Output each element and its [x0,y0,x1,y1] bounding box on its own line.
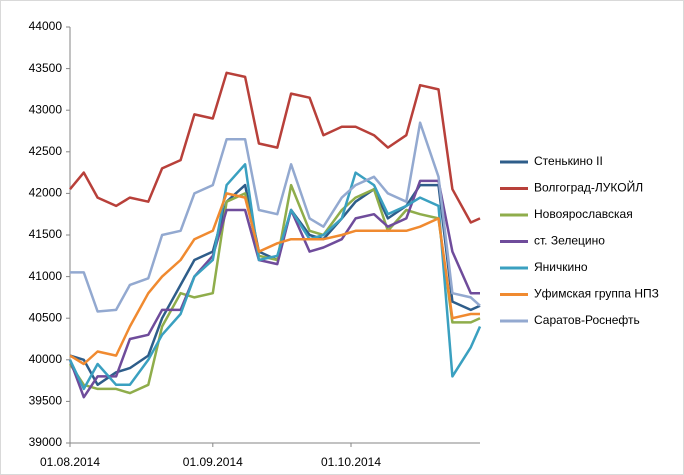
legend-label: Новоярославская [534,207,633,221]
series-line [70,121,481,313]
y-tick-label: 39500 [29,394,63,408]
legend-label: ст. Зелецино [534,234,605,248]
y-tick-label: 39000 [29,435,63,449]
y-tick-label: 42500 [29,144,63,158]
x-tick-label: 01.08.2014 [40,455,100,469]
series-line [68,163,482,391]
legend-label: Саратов-Роснефть [534,313,640,327]
y-tick-label: 44000 [29,19,63,33]
y-tick-label: 41500 [29,227,63,241]
y-tick-label: 40500 [29,310,63,324]
y-tick-label: 43500 [29,61,63,75]
y-tick-label: 40000 [29,352,63,366]
series-line [68,179,480,399]
series-line [69,192,480,366]
y-tick-label: 41000 [29,269,63,283]
legend-label: Яничкино [534,260,588,274]
x-tick-label: 01.10.2014 [321,455,381,469]
y-tick-label: 42000 [29,186,63,200]
y-tick-label: 43000 [29,102,63,116]
series-line [69,71,481,224]
legend-label: Уфимская группа НПЗ [534,287,659,301]
legend-label: Стенькино II [534,154,603,168]
x-tick-label: 01.09.2014 [183,455,243,469]
legend-label: Волгоград-ЛУКОЙЛ [534,180,643,195]
